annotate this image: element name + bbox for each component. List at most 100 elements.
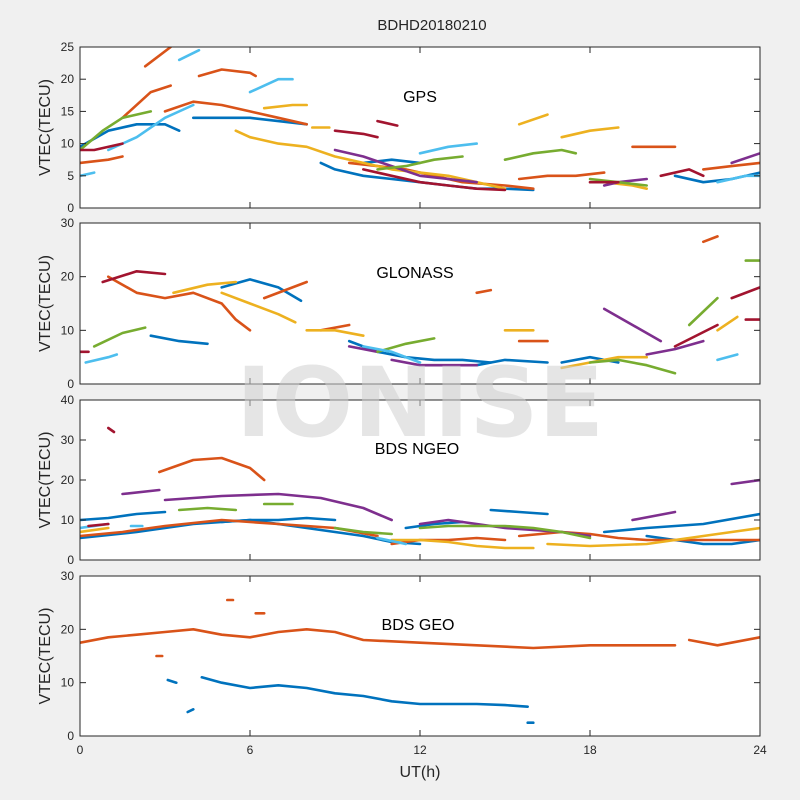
y-tick-label: 5 — [67, 169, 74, 183]
series-line-8 — [200, 676, 529, 708]
plot-area — [80, 576, 760, 736]
series-line-26 — [376, 536, 408, 546]
series-line-12 — [517, 171, 606, 181]
series-line-32 — [673, 323, 719, 348]
x-tick-label: 24 — [753, 743, 767, 757]
series-line-10 — [197, 68, 257, 78]
series-line-19 — [730, 478, 760, 486]
series-line-22 — [333, 526, 393, 536]
series-line-19 — [560, 126, 620, 139]
series-line-27 — [107, 426, 116, 434]
y-tick-label: 10 — [61, 323, 75, 337]
x-tick-label: 18 — [583, 743, 597, 757]
series-line-13 — [220, 291, 297, 324]
y-axis-label: VTEC(TECU) — [37, 255, 54, 352]
series-line-9 — [475, 288, 493, 295]
series-line-16 — [560, 355, 648, 370]
y-tick-label: 30 — [61, 569, 75, 583]
series-line-14 — [702, 161, 760, 171]
panels: 0 5 10 15 20 25 VTEC(TECU) GPS 0 10 20 30 VTEC(TECU)… — [37, 40, 767, 757]
series-line-7 — [186, 708, 195, 714]
series-line-22 — [92, 326, 147, 348]
series-line-20 — [177, 506, 238, 512]
series-line-4 — [404, 520, 464, 530]
series-line-7 — [262, 280, 308, 300]
y-tick-label: 20 — [61, 270, 75, 284]
watermark: IONISE — [236, 347, 604, 459]
series-line-15 — [121, 488, 161, 496]
x-tick-label: 0 — [77, 743, 84, 757]
y-tick-label: 30 — [61, 433, 75, 447]
series-line-17 — [716, 315, 739, 332]
y-tick-label: 40 — [61, 393, 75, 407]
series-line-31 — [248, 77, 294, 94]
series-line-34 — [80, 142, 124, 152]
series-line-23 — [376, 337, 436, 354]
y-tick-label: 20 — [61, 473, 75, 487]
series-line-12 — [172, 280, 238, 295]
panel-title: GPS — [403, 89, 437, 106]
x-tick-label: 12 — [413, 743, 427, 757]
series-line-4 — [475, 358, 549, 367]
series-line-36 — [362, 168, 507, 192]
series-line-6 — [80, 155, 124, 165]
y-tick-label: 20 — [61, 72, 75, 86]
panel-title: BDS GEO — [382, 617, 455, 634]
series-line-15 — [234, 129, 507, 190]
series-line-14 — [546, 526, 760, 548]
y-tick-label: 0 — [67, 729, 74, 743]
series-line-7 — [121, 84, 172, 120]
y-tick-label: 10 — [61, 137, 75, 151]
series-line-29 — [716, 353, 739, 362]
series-line-23 — [418, 524, 592, 540]
series-line-18 — [517, 113, 549, 126]
series-line-10 — [390, 536, 507, 546]
y-tick-label: 20 — [61, 622, 75, 636]
y-tick-label: 15 — [61, 104, 75, 118]
y-tick-label: 25 — [61, 40, 75, 54]
plot-area — [80, 47, 760, 208]
series-line-6 — [602, 512, 760, 534]
y-tick-label: 10 — [61, 513, 75, 527]
series-line-2 — [80, 510, 167, 522]
series-line-39 — [659, 168, 705, 178]
series-line-5 — [687, 636, 760, 647]
series-line-9 — [163, 100, 308, 126]
x-tick-label: 6 — [247, 743, 254, 757]
series-line-21 — [333, 148, 478, 184]
panel-4: 0 6 12 18 24 0 10 20 30 VTEC(TECU) BDS GEO — [37, 569, 767, 757]
series-line-12 — [80, 526, 110, 534]
y-tick-label: 0 — [67, 553, 74, 567]
series-line-28 — [80, 171, 96, 178]
series-line-24 — [588, 358, 677, 375]
series-group — [80, 426, 760, 550]
series-line-28 — [87, 522, 110, 528]
series-line-14 — [305, 329, 365, 337]
series-line-1 — [80, 123, 181, 149]
series-group — [80, 47, 760, 192]
series-line-28 — [362, 345, 422, 364]
series-line-2 — [220, 278, 303, 303]
series-line-30 — [101, 270, 167, 284]
series-line-6 — [107, 275, 252, 332]
series-line-18 — [631, 510, 677, 522]
y-axis-label: VTEC(TECU) — [37, 79, 54, 176]
y-tick-label: 0 — [67, 201, 74, 215]
panel-title: BDS NGEO — [375, 441, 459, 458]
series-line-25 — [376, 155, 464, 171]
series-line-8 — [143, 47, 172, 68]
series-line-19 — [390, 358, 478, 367]
y-axis-label: VTEC(TECU) — [37, 432, 54, 529]
series-line-2 — [192, 116, 308, 126]
series-line-32 — [418, 142, 478, 155]
series-line-11 — [702, 235, 719, 244]
series-line-20 — [602, 307, 663, 343]
series-line-35 — [333, 129, 379, 139]
series-line-5 — [489, 508, 549, 516]
series-line-23 — [730, 152, 760, 165]
series-line-27 — [84, 353, 119, 364]
y-tick-label: 10 — [61, 676, 75, 690]
plot-area — [80, 400, 760, 560]
series-line-4 — [362, 158, 422, 165]
